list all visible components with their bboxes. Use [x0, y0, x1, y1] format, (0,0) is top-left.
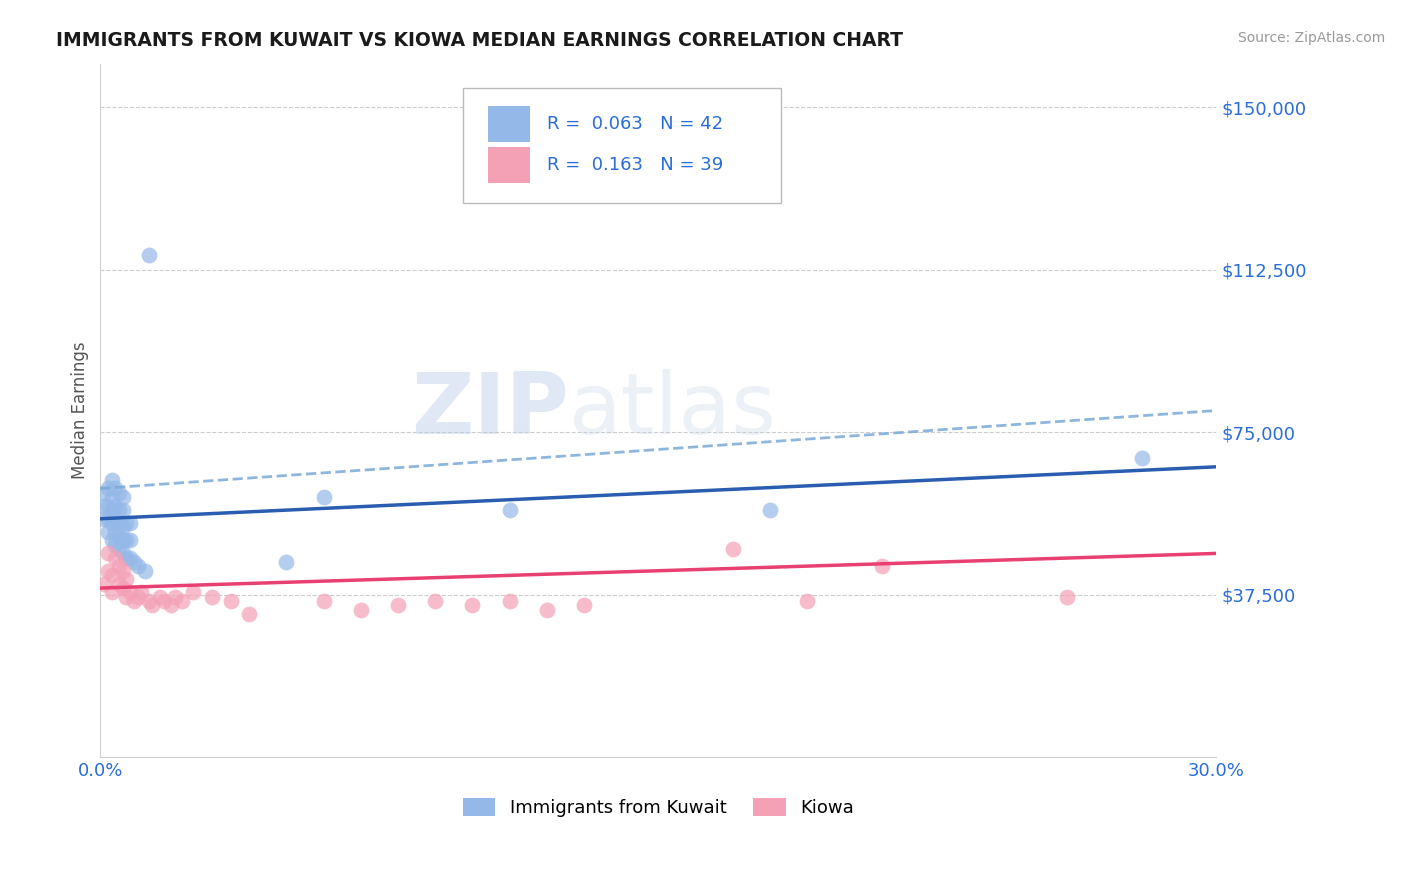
FancyBboxPatch shape	[488, 106, 530, 143]
Point	[93, 485, 115, 500]
Point	[100, 585, 122, 599]
Point	[138, 247, 160, 261]
Legend: Immigrants from Kuwait, Kiowa: Immigrants from Kuwait, Kiowa	[456, 790, 862, 824]
Point	[111, 533, 134, 548]
Point	[97, 499, 120, 513]
Point	[149, 590, 172, 604]
Point	[115, 516, 138, 530]
Point	[160, 599, 183, 613]
Point	[108, 485, 131, 500]
Point	[498, 503, 520, 517]
Point	[721, 542, 744, 557]
Point	[108, 516, 131, 530]
Point	[108, 576, 131, 591]
Point	[111, 581, 134, 595]
Point	[104, 512, 127, 526]
Point	[219, 594, 242, 608]
Point	[111, 490, 134, 504]
Point	[238, 607, 260, 621]
Point	[127, 559, 149, 574]
Text: Source: ZipAtlas.com: Source: ZipAtlas.com	[1237, 31, 1385, 45]
Point	[104, 538, 127, 552]
Text: IMMIGRANTS FROM KUWAIT VS KIOWA MEDIAN EARNINGS CORRELATION CHART: IMMIGRANTS FROM KUWAIT VS KIOWA MEDIAN E…	[56, 31, 903, 50]
Point	[100, 473, 122, 487]
Point	[127, 590, 149, 604]
Point	[111, 520, 134, 534]
Text: ZIP: ZIP	[412, 369, 569, 452]
Point	[120, 516, 142, 530]
Point	[97, 512, 120, 526]
Point	[129, 585, 152, 599]
Point	[120, 550, 142, 565]
Point	[536, 603, 558, 617]
Point	[122, 594, 145, 608]
Point	[115, 550, 138, 565]
Point	[498, 594, 520, 608]
Point	[312, 490, 335, 504]
Point	[796, 594, 818, 608]
Point	[312, 594, 335, 608]
Point	[111, 503, 134, 517]
Point	[461, 599, 484, 613]
Point	[120, 533, 142, 548]
Point	[172, 594, 194, 608]
Point	[115, 573, 138, 587]
Point	[104, 524, 127, 539]
Point	[111, 546, 134, 560]
Point	[104, 550, 127, 565]
Point	[134, 564, 156, 578]
Point	[350, 603, 373, 617]
Point	[108, 542, 131, 557]
Point	[108, 503, 131, 517]
Point	[97, 546, 120, 560]
Point	[572, 599, 595, 613]
Point	[108, 559, 131, 574]
Point	[122, 555, 145, 569]
FancyBboxPatch shape	[488, 146, 530, 183]
Text: atlas: atlas	[569, 369, 778, 452]
Point	[97, 524, 120, 539]
Point	[93, 499, 115, 513]
Point	[93, 576, 115, 591]
Point	[423, 594, 446, 608]
Point	[108, 529, 131, 543]
Point	[759, 503, 782, 517]
Point	[97, 482, 120, 496]
Point	[100, 516, 122, 530]
Point	[201, 590, 224, 604]
Point	[387, 599, 409, 613]
Point	[115, 533, 138, 548]
FancyBboxPatch shape	[463, 88, 782, 202]
Point	[120, 585, 142, 599]
Y-axis label: Median Earnings: Median Earnings	[72, 342, 89, 479]
Point	[111, 564, 134, 578]
Point	[141, 599, 163, 613]
Point	[100, 568, 122, 582]
Point	[152, 594, 174, 608]
Text: R =  0.063   N = 42: R = 0.063 N = 42	[547, 115, 723, 133]
Point	[276, 555, 298, 569]
Point	[104, 482, 127, 496]
Point	[138, 594, 160, 608]
Point	[1056, 590, 1078, 604]
Point	[1130, 451, 1153, 466]
Point	[183, 585, 205, 599]
Point	[163, 590, 186, 604]
Point	[115, 590, 138, 604]
Point	[100, 503, 122, 517]
Point	[100, 490, 122, 504]
Point	[93, 512, 115, 526]
Point	[870, 559, 893, 574]
Point	[100, 533, 122, 548]
Text: R =  0.163   N = 39: R = 0.163 N = 39	[547, 155, 723, 174]
Point	[104, 499, 127, 513]
Point	[97, 564, 120, 578]
